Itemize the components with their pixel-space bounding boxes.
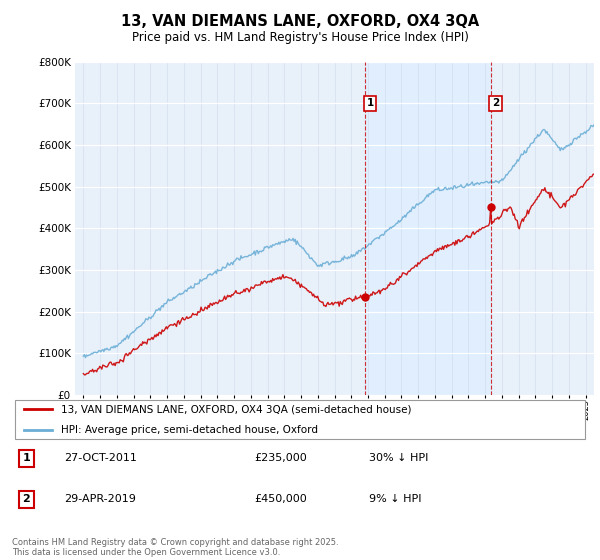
Text: 29-APR-2019: 29-APR-2019	[64, 494, 136, 504]
Text: 30% ↓ HPI: 30% ↓ HPI	[369, 454, 428, 464]
Bar	[365, 62, 491, 395]
Text: 1: 1	[23, 454, 30, 464]
Text: 2: 2	[23, 494, 30, 504]
Text: Contains HM Land Registry data © Crown copyright and database right 2025.
This d: Contains HM Land Registry data © Crown c…	[12, 538, 338, 557]
Text: 1: 1	[367, 98, 374, 108]
Text: 13, VAN DIEMANS LANE, OXFORD, OX4 3QA (semi-detached house): 13, VAN DIEMANS LANE, OXFORD, OX4 3QA (s…	[61, 404, 412, 414]
Text: 27-OCT-2011: 27-OCT-2011	[64, 454, 137, 464]
Text: £450,000: £450,000	[254, 494, 307, 504]
Text: HPI: Average price, semi-detached house, Oxford: HPI: Average price, semi-detached house,…	[61, 424, 318, 435]
Text: 2: 2	[492, 98, 499, 108]
Text: Price paid vs. HM Land Registry's House Price Index (HPI): Price paid vs. HM Land Registry's House …	[131, 31, 469, 44]
Text: 9% ↓ HPI: 9% ↓ HPI	[369, 494, 422, 504]
Text: 13, VAN DIEMANS LANE, OXFORD, OX4 3QA: 13, VAN DIEMANS LANE, OXFORD, OX4 3QA	[121, 14, 479, 29]
Text: £235,000: £235,000	[254, 454, 307, 464]
